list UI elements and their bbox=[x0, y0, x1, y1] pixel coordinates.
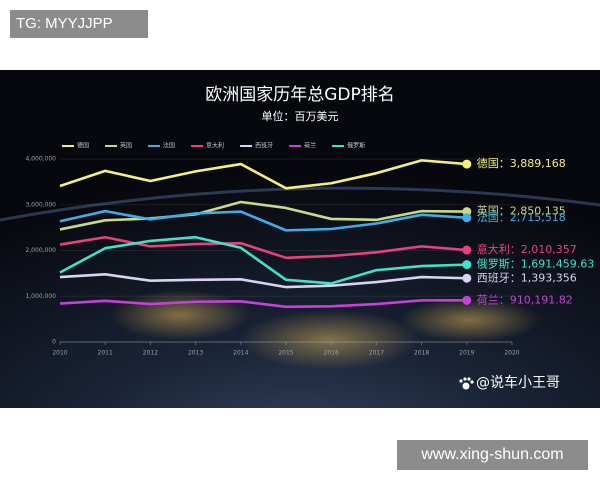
legend-label: 荷兰 bbox=[304, 142, 316, 150]
bottom-badge: www.xing-shun.com bbox=[397, 440, 588, 470]
series-line bbox=[59, 235, 467, 285]
value-text: 3,889,168 bbox=[510, 157, 566, 170]
label-separator: ： bbox=[510, 271, 521, 284]
top-badge: TG: MYYJJPP bbox=[10, 10, 148, 38]
series-line bbox=[59, 209, 467, 232]
legend-label: 英国 bbox=[120, 142, 132, 150]
series-line bbox=[59, 299, 467, 309]
x-tick-label: 2012 bbox=[143, 350, 158, 357]
x-tick-label: 2013 bbox=[188, 350, 203, 357]
y-tick-label: 4,000,000 bbox=[25, 156, 56, 163]
label-separator: ： bbox=[499, 205, 510, 218]
x-tick-label: 2016 bbox=[324, 350, 339, 357]
city-lights bbox=[400, 298, 540, 342]
value-label: 俄罗斯：1,691,459.63 bbox=[477, 258, 594, 271]
legend-label: 法国 bbox=[163, 142, 175, 150]
value-text: 910,191.82 bbox=[510, 293, 573, 306]
y-tick-label: 1,000,000 bbox=[25, 293, 56, 300]
series-name: 法国 bbox=[477, 210, 499, 224]
series-line bbox=[59, 159, 467, 190]
end-marker bbox=[462, 213, 472, 223]
legend-label: 西班牙 bbox=[255, 142, 273, 150]
x-tick-label: 2014 bbox=[233, 350, 248, 357]
series-name: 英国 bbox=[477, 204, 499, 218]
label-separator: ： bbox=[499, 293, 510, 306]
end-marker bbox=[462, 295, 472, 305]
x-tick-label: 2019 bbox=[459, 350, 474, 357]
watermark-icon bbox=[459, 377, 474, 390]
chart-subtitle: 单位：百万美元 bbox=[262, 109, 339, 123]
value-text: 1,691,459.63 bbox=[521, 258, 594, 271]
value-label: 法国：2,715,518 bbox=[477, 210, 566, 224]
legend-label: 德国 bbox=[77, 142, 89, 150]
legend-label: 俄罗斯 bbox=[347, 142, 365, 150]
end-marker bbox=[462, 260, 472, 270]
watermark: @说车小王哥 bbox=[476, 374, 560, 391]
value-label: 英国：2,850,135 bbox=[477, 204, 566, 218]
city-lights bbox=[110, 290, 250, 340]
value-label: 荷兰：910,191.82 bbox=[477, 293, 573, 306]
x-tick-label: 2020 bbox=[504, 350, 519, 357]
label-separator: ： bbox=[499, 157, 510, 170]
series-name: 德国 bbox=[477, 156, 499, 170]
series-name: 西班牙 bbox=[477, 271, 510, 284]
y-tick-label: 0 bbox=[52, 339, 56, 346]
y-tick-label: 2,000,000 bbox=[25, 247, 56, 254]
label-separator: ： bbox=[510, 243, 521, 256]
series-name: 意大利 bbox=[477, 242, 510, 256]
value-label: 西班牙：1,393,356 bbox=[477, 271, 577, 284]
horizon-glow bbox=[0, 186, 600, 222]
end-marker bbox=[462, 159, 472, 169]
legend-label: 意大利 bbox=[206, 142, 224, 150]
x-tick-label: 2018 bbox=[414, 350, 429, 357]
x-tick-label: 2015 bbox=[278, 350, 293, 357]
series-line bbox=[59, 272, 467, 289]
series-line bbox=[59, 235, 467, 260]
value-text: 2,010,357 bbox=[521, 243, 577, 256]
y-tick-label: 3,000,000 bbox=[25, 201, 56, 208]
x-tick-label: 2010 bbox=[52, 350, 67, 357]
label-separator: ： bbox=[510, 258, 521, 271]
value-text: 2,715,518 bbox=[510, 211, 566, 224]
value-text: 2,850,135 bbox=[510, 205, 566, 218]
value-label: 德国：3,889,168 bbox=[477, 156, 566, 170]
chart: 欧洲国家历年总GDP排名 单位：百万美元 @说车小王哥 0 1,000,000 2,… bbox=[0, 70, 600, 408]
value-label: 意大利：2,010,357 bbox=[477, 242, 577, 256]
chart-title: 欧洲国家历年总GDP排名 bbox=[205, 85, 395, 105]
end-marker bbox=[462, 207, 472, 217]
city-lights bbox=[240, 310, 420, 370]
x-tick-label: 2011 bbox=[98, 350, 113, 357]
label-separator: ： bbox=[499, 211, 510, 224]
end-marker bbox=[462, 245, 472, 255]
series-name: 荷兰 bbox=[477, 293, 499, 306]
series-name: 俄罗斯 bbox=[477, 258, 510, 271]
end-marker bbox=[462, 273, 472, 283]
series-line bbox=[59, 200, 467, 231]
x-tick-label: 2017 bbox=[369, 350, 384, 357]
value-text: 1,393,356 bbox=[521, 271, 577, 284]
